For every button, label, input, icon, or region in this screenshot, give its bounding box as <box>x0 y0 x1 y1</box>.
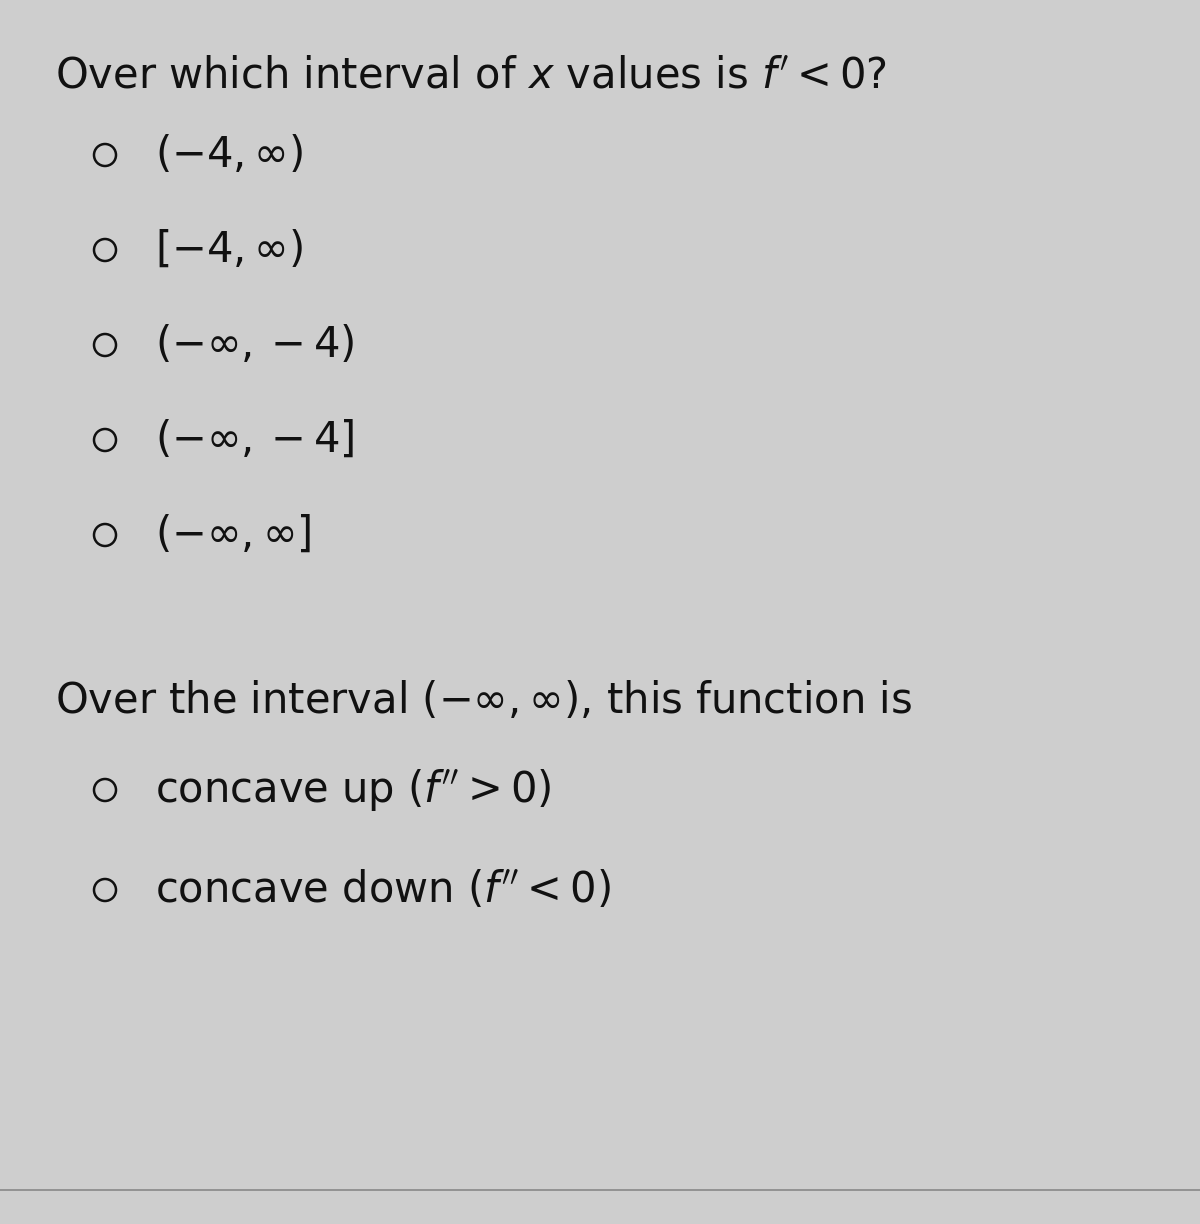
Text: $( - \infty,  - 4)$: $( - \infty, - 4)$ <box>155 324 354 366</box>
Text: Over the interval $( - \infty, \infty)$, this function is: Over the interval $( - \infty, \infty)$,… <box>55 681 912 722</box>
Text: $( - \infty, \infty]$: $( - \infty, \infty]$ <box>155 514 312 556</box>
Text: $( - 4, \infty)$: $( - 4, \infty)$ <box>155 133 304 176</box>
Text: Over which interval of $x$ values is $f^{\prime} < 0$?: Over which interval of $x$ values is $f^… <box>55 55 887 97</box>
Text: $( - \infty,  - 4]$: $( - \infty, - 4]$ <box>155 419 354 461</box>
Text: $[ - 4, \infty)$: $[ - 4, \infty)$ <box>155 229 304 271</box>
Text: concave up $(f^{\prime\prime} > 0)$: concave up $(f^{\prime\prime} > 0)$ <box>155 767 551 813</box>
Text: concave down $(f^{\prime\prime} < 0)$: concave down $(f^{\prime\prime} < 0)$ <box>155 869 611 911</box>
